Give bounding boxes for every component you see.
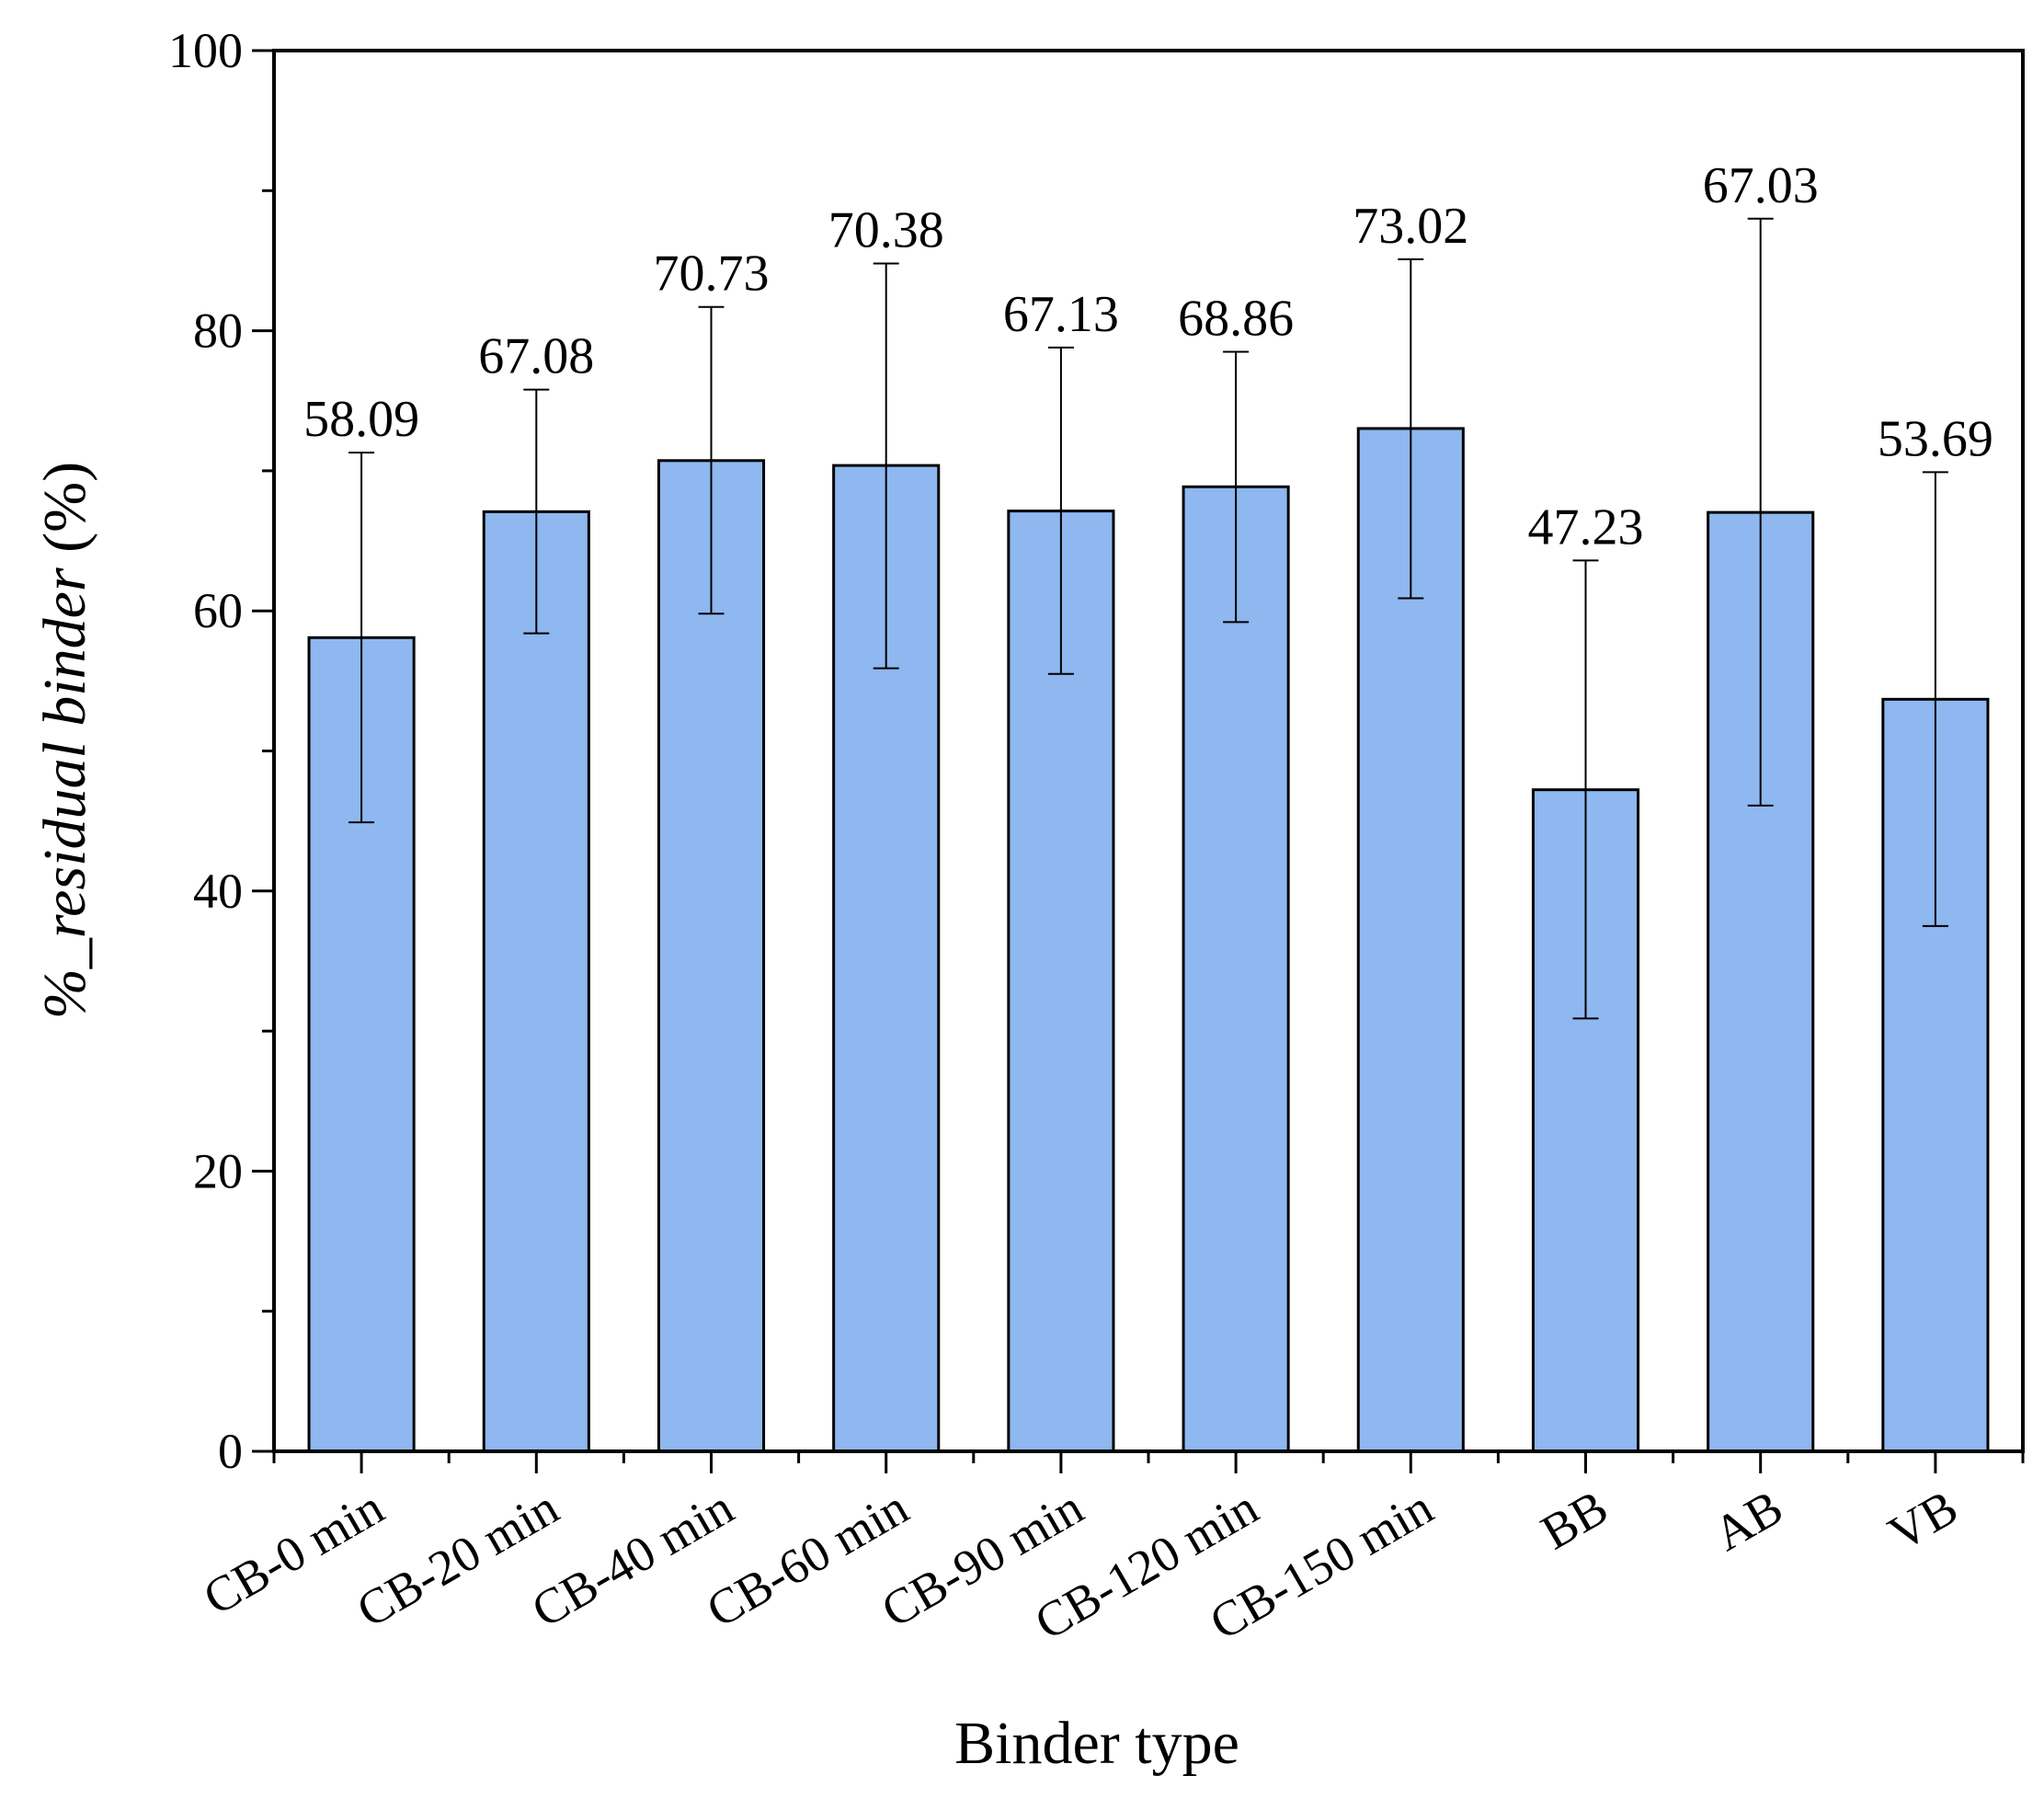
bar-5 xyxy=(1182,485,1290,1453)
bar-1 xyxy=(482,510,590,1453)
x-tick-label-1: CB-20 min xyxy=(348,1479,567,1638)
value-label-8: 67.03 xyxy=(1703,157,1819,214)
value-label-1: 67.08 xyxy=(478,328,594,385)
x-tick-label-3: CB-60 min xyxy=(698,1479,918,1638)
bars-group xyxy=(307,427,1990,1453)
x-tick-label-9: VB xyxy=(1879,1479,1967,1561)
value-label-4: 67.13 xyxy=(1003,286,1119,343)
value-label-7: 47.23 xyxy=(1528,498,1644,556)
y-axis-title-suffix: (%) xyxy=(31,462,98,567)
y-axis-title-prefix: %_ xyxy=(31,937,98,1019)
x-tick-label-2: CB-40 min xyxy=(522,1479,742,1638)
value-labels-group: 58.09 67.08 70.73 70.38 67.13 68.86 73.02 47.23… xyxy=(303,157,1993,556)
x-axis-title: Binder type xyxy=(954,1710,1239,1777)
value-label-6: 73.02 xyxy=(1353,198,1468,255)
y-tick-label-4: 80 xyxy=(193,304,243,359)
error-bars-group xyxy=(348,217,1948,1020)
y-axis-title-italic: residual binder xyxy=(31,567,98,938)
y-tick-label-0: 0 xyxy=(218,1424,243,1479)
value-label-2: 70.73 xyxy=(654,246,770,303)
y-tick-label-2: 40 xyxy=(193,864,243,919)
x-tick-label-8: AB xyxy=(1705,1479,1792,1561)
y-tick-label-1: 20 xyxy=(193,1143,243,1198)
value-label-3: 70.38 xyxy=(828,201,944,258)
bar-2 xyxy=(657,459,766,1453)
value-label-5: 68.86 xyxy=(1178,290,1294,347)
value-label-0: 58.09 xyxy=(303,391,419,448)
value-label-9: 53.69 xyxy=(1878,410,1993,467)
y-tick-label-3: 60 xyxy=(193,583,243,638)
x-tick-label-7: BB xyxy=(1532,1479,1616,1560)
y-axis-title: %_residual binder (%) xyxy=(31,462,98,1019)
y-tick-label-5: 100 xyxy=(168,23,243,78)
